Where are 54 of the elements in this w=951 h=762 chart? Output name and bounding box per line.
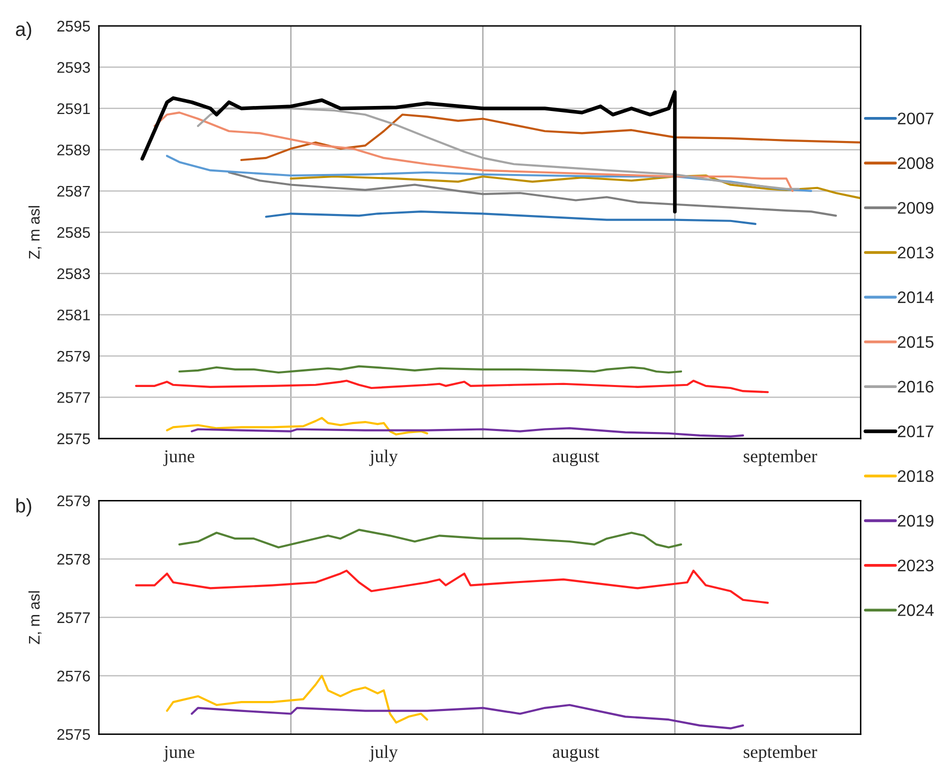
x-tick-label: june: [163, 746, 194, 762]
x-tick-label: july: [369, 450, 398, 466]
line-series: [166, 154, 812, 192]
y-tick-label: 2593: [57, 62, 90, 73]
line-series: [166, 416, 428, 436]
y-tick-label: 2576: [57, 670, 90, 682]
y-tick-label: 2581: [57, 310, 90, 320]
x-tick-label: june: [163, 450, 194, 466]
line-series: [190, 704, 744, 730]
legend-label: 2019: [898, 514, 934, 527]
y-axis-title: Z, m asl: [28, 206, 42, 259]
text: a): [16, 22, 32, 40]
line-series: [190, 427, 744, 438]
line-series: [265, 210, 756, 226]
line-series: [135, 570, 769, 604]
y-tick-label: 2585: [57, 227, 90, 238]
y-tick-label: 2578: [57, 554, 90, 565]
x-tick-label: august: [552, 452, 600, 466]
legend-label: 2024: [898, 604, 934, 616]
line-series: [178, 365, 682, 374]
y-tick-label: 2591: [57, 103, 90, 114]
line-series: [178, 528, 682, 548]
legend-label: 2008: [898, 157, 934, 170]
legend-label: 2014: [898, 291, 934, 304]
text: b): [16, 498, 32, 516]
y-tick-label: 2579: [57, 496, 90, 506]
legend-label: 2018: [898, 470, 934, 482]
legend-label: 2007: [898, 112, 934, 124]
legend-label: 2013: [898, 246, 934, 258]
x-tick-label: august: [552, 748, 600, 762]
y-tick-label: 2575: [57, 729, 90, 740]
y-tick-label: 2577: [57, 612, 90, 624]
x-tick-label: july: [369, 745, 398, 762]
legend-label: 2016: [898, 380, 934, 393]
x-tick-label: september: [744, 745, 818, 762]
y-tick-label: 2583: [57, 268, 90, 280]
y-tick-label: 2575: [57, 433, 90, 444]
legend-label: 2009: [898, 202, 934, 214]
legend-label: 2017: [898, 425, 934, 438]
line-series: [240, 114, 861, 162]
y-tick-label: 2595: [57, 20, 90, 32]
y-tick-label: 2589: [57, 144, 90, 156]
x-tick-label: september: [744, 450, 818, 466]
y-tick-label: 2587: [57, 186, 90, 197]
line-series: [135, 380, 769, 394]
y-axis-title: Z, m asl: [28, 591, 42, 644]
legend-label: 2015: [898, 336, 934, 348]
line-series: [166, 674, 428, 724]
legend-label: 2023: [898, 560, 934, 572]
y-tick-label: 2577: [57, 392, 90, 403]
line-series: [228, 171, 837, 217]
line-series: [290, 174, 861, 200]
line-series: [140, 90, 677, 214]
y-tick-label: 2579: [57, 350, 90, 362]
